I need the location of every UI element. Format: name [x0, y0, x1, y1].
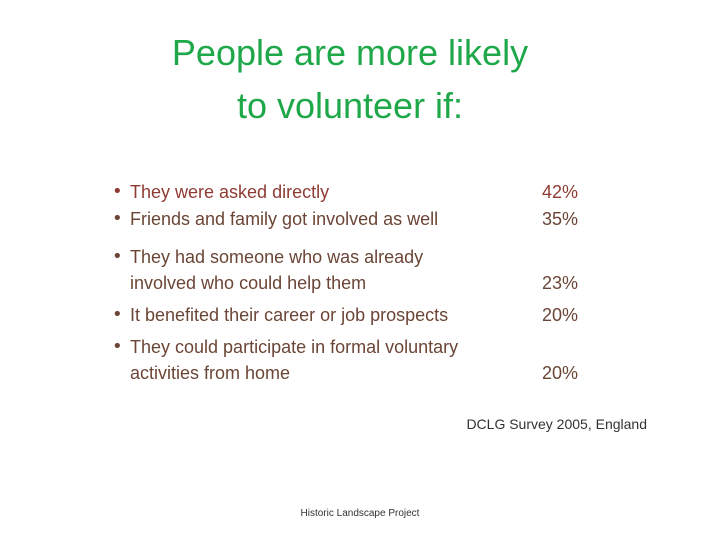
slide-title: People are more likely to volunteer if:	[0, 26, 700, 132]
title-line: People are more likely	[171, 32, 529, 73]
item-percent: 20%	[541, 363, 578, 383]
item-text: It benefited their career or job prospec…	[130, 305, 449, 325]
item-text: involved who could help them	[130, 273, 367, 293]
item-percent: 42%	[541, 182, 578, 202]
bullet: •	[112, 246, 123, 267]
item-percent: 35%	[541, 209, 578, 229]
bullet: •	[112, 336, 123, 357]
bullet: •	[112, 181, 123, 202]
item-text: activities from home	[130, 363, 291, 383]
bullet: •	[112, 304, 123, 325]
item-percent: 20%	[541, 305, 578, 325]
item-text: They were asked directly	[130, 182, 330, 202]
bullet: •	[112, 208, 123, 229]
item-text: They could participate in formal volunta…	[130, 337, 459, 357]
item-percent: 23%	[541, 273, 578, 293]
footer: Historic Landscape Project	[300, 508, 420, 519]
source-note: DCLG Survey 2005, England	[466, 416, 647, 432]
item-text: They had someone who was already	[130, 247, 424, 267]
item-text: Friends and family got involved as well	[130, 209, 439, 229]
title-line: to volunteer if:	[236, 85, 464, 126]
